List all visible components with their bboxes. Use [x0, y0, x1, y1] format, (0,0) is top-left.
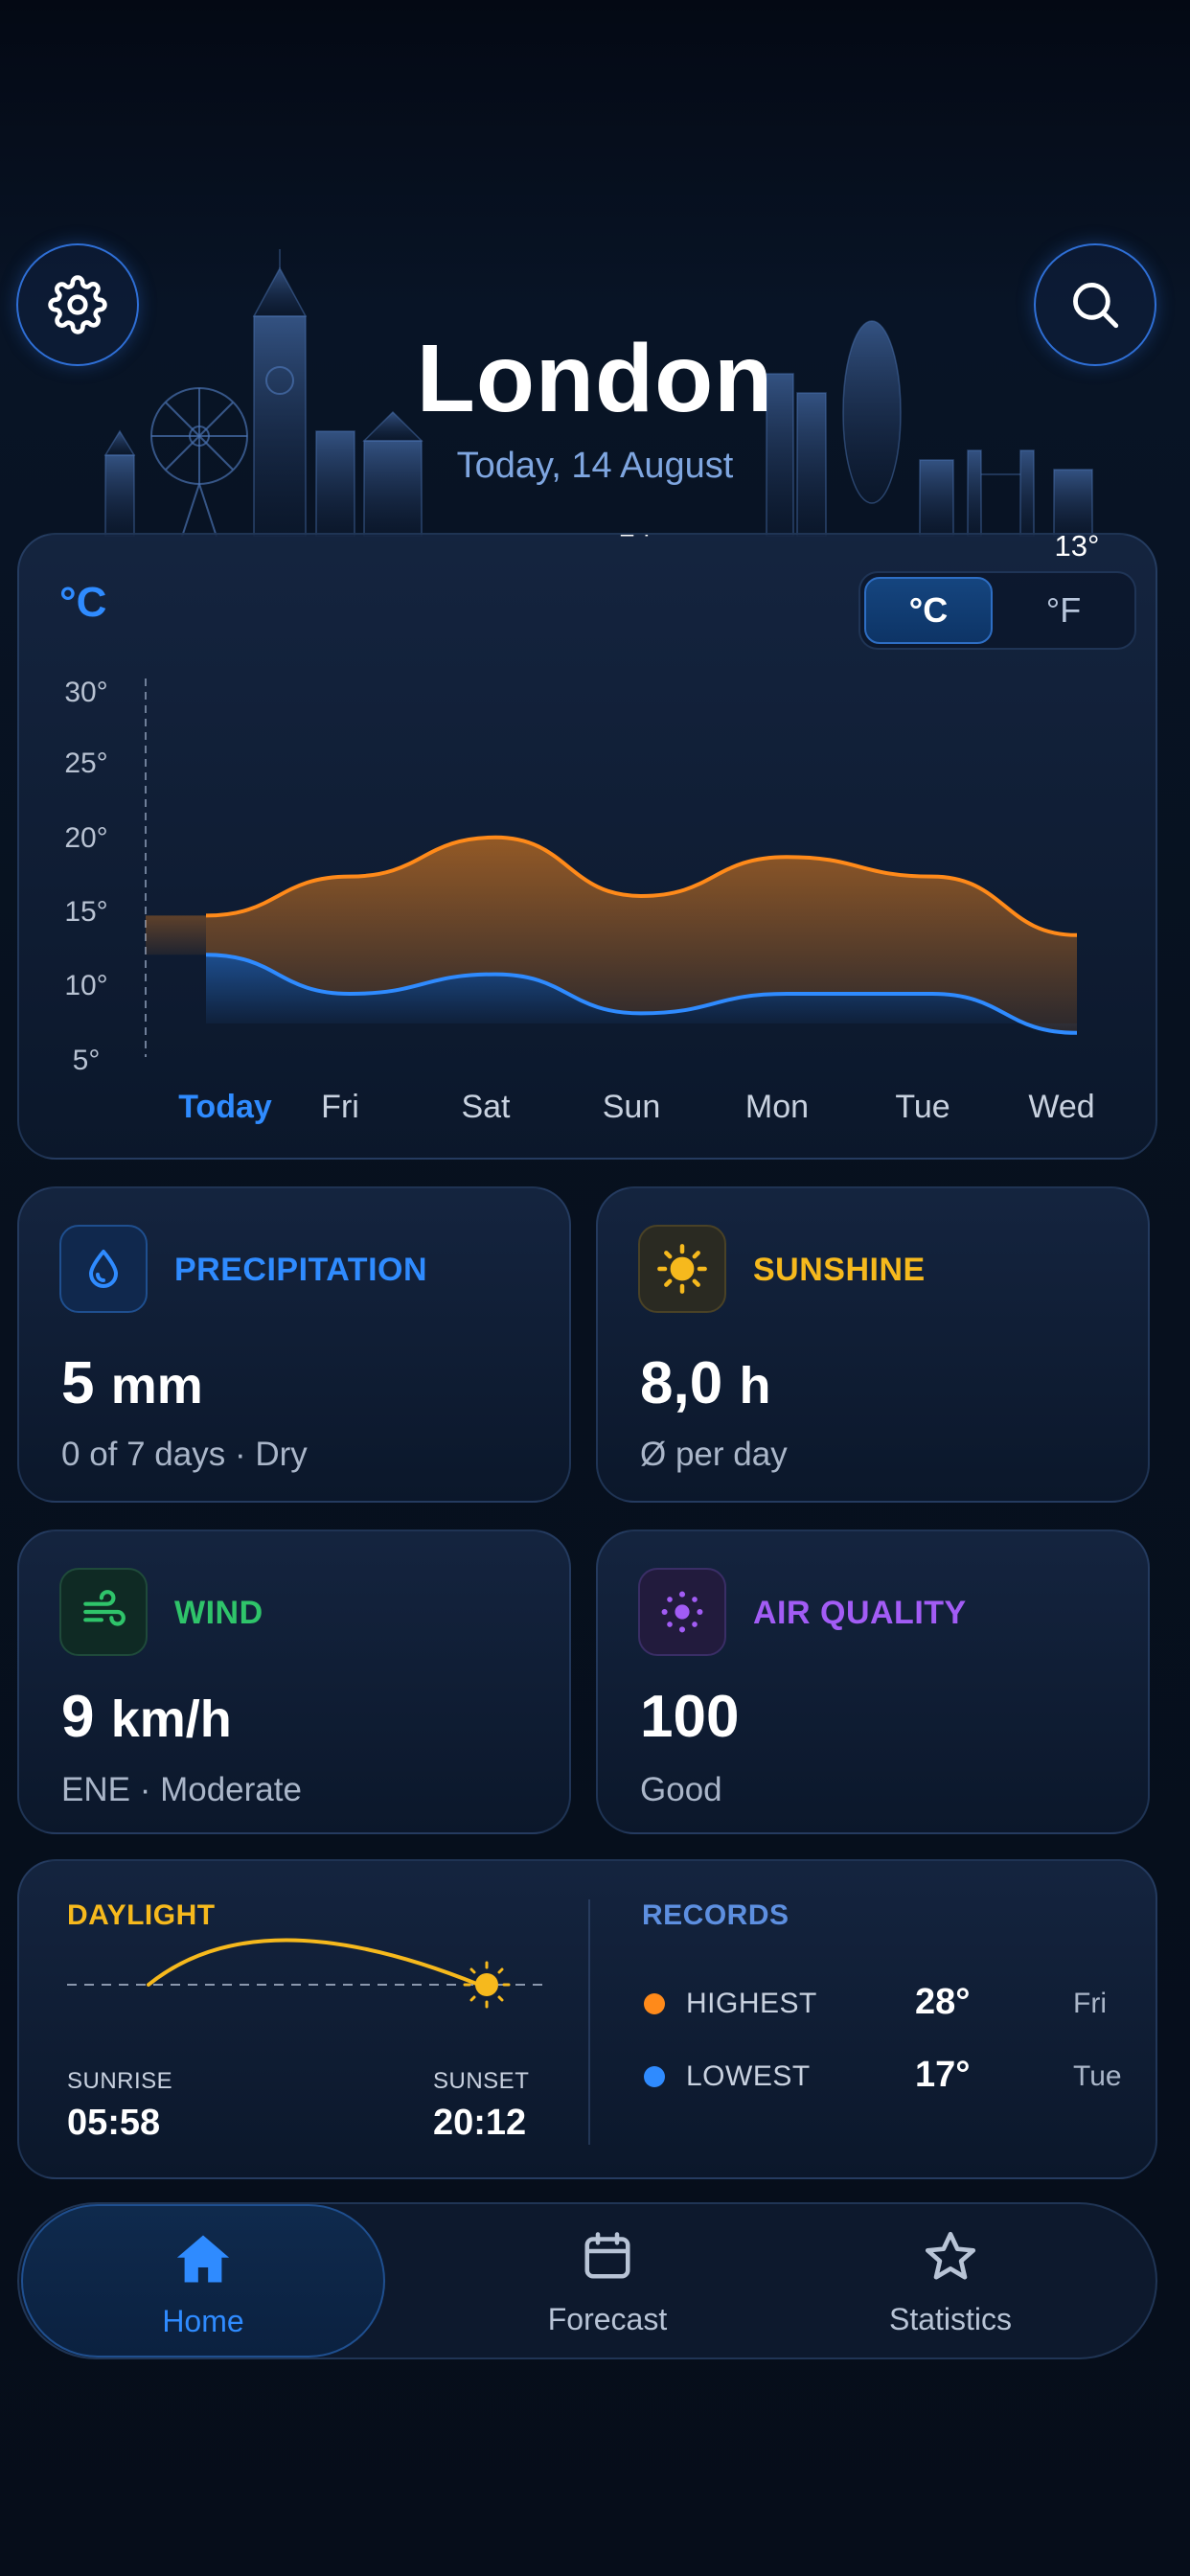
sunshine-title: SUNSHINE: [753, 1252, 926, 1288]
droplet-icon: [89, 1250, 118, 1288]
bottom-nav: Home Forecast Statistics: [17, 2202, 1157, 2359]
air-quality-icon-box: [638, 1568, 726, 1656]
london-skyline-illustration: [103, 249, 1093, 537]
lowest-day: Tue: [1073, 2060, 1122, 2092]
highest-day: Fri: [1073, 1988, 1107, 2019]
lowest-dot: [644, 2066, 665, 2087]
sunshine-icon-box: [638, 1225, 726, 1313]
precipitation-sub: 0 of 7 days · Dry: [61, 1436, 308, 1473]
low-series-glow: [206, 954, 1077, 1033]
gear-icon: [48, 275, 107, 334]
sunshine-unit: h: [739, 1357, 771, 1414]
unit-toggle[interactable]: °C °F: [858, 571, 1136, 650]
date-subtitle: Today, 14 August: [456, 446, 734, 486]
y-tick-label: 25°: [64, 748, 107, 779]
star-icon: [925, 2231, 976, 2280]
y-tick-label: 30°: [64, 677, 107, 708]
temperature-chart: 30°25°20°15°10°5°19°21°23°20°22°21°18°17…: [64, 535, 1100, 1125]
sunset-time: 20:12: [433, 2103, 527, 2143]
precipitation-unit: mm: [110, 1357, 203, 1414]
wind-sub: ENE · Moderate: [61, 1771, 302, 1808]
fahrenheit-option[interactable]: °F: [1045, 590, 1082, 630]
lowest-label: LOWEST: [686, 2060, 811, 2092]
sun-icon: [657, 1244, 707, 1294]
y-tick-label: 20°: [64, 822, 107, 854]
sunshine-value: 8,0 h: [640, 1349, 770, 1417]
temperature-chart-card: °C °C °F 30°25°20°15°10°5°19°21°23°20°22…: [17, 533, 1157, 1160]
sunrise-time: 05:58: [67, 2103, 161, 2143]
search-button[interactable]: [1034, 243, 1156, 366]
unit-label: °C: [59, 579, 107, 626]
nav-forecast[interactable]: Forecast: [425, 2204, 790, 2358]
search-icon: [1073, 283, 1119, 329]
sunshine-sub: Ø per day: [640, 1436, 788, 1473]
y-tick-label: 15°: [64, 896, 107, 928]
air-quality-value: 100: [640, 1684, 740, 1750]
range-band-lead: [146, 915, 206, 955]
high-series-line: [205, 835, 1078, 937]
precipitation-value: 5 mm: [61, 1349, 203, 1417]
nav-statistics-label: Statistics: [888, 2302, 1013, 2336]
x-category-label: Today: [178, 1089, 272, 1125]
precipitation-title: PRECIPITATION: [174, 1252, 428, 1288]
daylight-records-card: DAYLIGHT SUNRISE 05:58 SUNSET 20:12 RECO…: [17, 1859, 1157, 2179]
x-category-label: Tue: [895, 1089, 950, 1125]
wind-icon: [83, 1590, 126, 1626]
wind-title: WIND: [174, 1595, 263, 1631]
nav-statistics[interactable]: Statistics: [768, 2204, 1133, 2358]
low-value-label: 14°: [619, 535, 664, 542]
wind-icon-box: [59, 1568, 148, 1656]
wind-card[interactable]: WIND 9 km/h ENE · Moderate: [17, 1530, 571, 1834]
air-quality-card[interactable]: AIR QUALITY 100 Good: [596, 1530, 1150, 1834]
precipitation-icon-box: [59, 1225, 148, 1313]
sunshine-number: 8,0: [640, 1350, 723, 1416]
nav-forecast-label: Forecast: [547, 2302, 668, 2336]
nav-home[interactable]: Home: [21, 2204, 385, 2358]
x-category-label: Fri: [321, 1089, 359, 1125]
wind-number: 9: [61, 1684, 95, 1750]
daylight-title: DAYLIGHT: [67, 1899, 216, 1931]
sunshine-card[interactable]: SUNSHINE 8,0 h Ø per day: [596, 1186, 1150, 1503]
precipitation-number: 5: [61, 1350, 95, 1416]
y-tick-label: 5°: [73, 1045, 101, 1076]
sunset-label: SUNSET: [433, 2068, 530, 2094]
highest-value: 28°: [915, 1982, 971, 2022]
highest-dot: [644, 1993, 665, 2014]
home-icon: [176, 2235, 230, 2283]
daylight-arc: [67, 1938, 546, 2009]
records-title: RECORDS: [642, 1899, 790, 1931]
low-series-line: [205, 953, 1078, 1035]
wind-value: 9 km/h: [61, 1683, 232, 1751]
sun-marker-icon: [463, 1961, 511, 2009]
settings-button[interactable]: [16, 243, 139, 366]
air-quality-icon: [661, 1591, 703, 1633]
highest-label: HIGHEST: [686, 1988, 817, 2019]
wind-unit: km/h: [110, 1690, 232, 1748]
precipitation-card[interactable]: PRECIPITATION 5 mm 0 of 7 days · Dry: [17, 1186, 571, 1503]
air-quality-sub: Good: [640, 1771, 722, 1808]
celsius-option[interactable]: °C: [864, 577, 993, 644]
x-category-label: Sat: [461, 1089, 511, 1125]
range-band: [206, 837, 1077, 1033]
x-category-label: Wed: [1028, 1089, 1094, 1125]
calendar-icon: [584, 2232, 630, 2279]
x-category-label: Mon: [745, 1089, 809, 1125]
sunrise-label: SUNRISE: [67, 2068, 173, 2094]
card-divider: [588, 1899, 590, 2145]
low-value-label: 13°: [1055, 535, 1100, 563]
nav-home-label: Home: [162, 2304, 244, 2338]
y-tick-label: 10°: [64, 970, 107, 1001]
lowest-value: 17°: [915, 2055, 971, 2095]
air-quality-title: AIR QUALITY: [753, 1595, 967, 1631]
city-title: London: [416, 325, 774, 432]
x-category-label: Sun: [603, 1089, 661, 1125]
